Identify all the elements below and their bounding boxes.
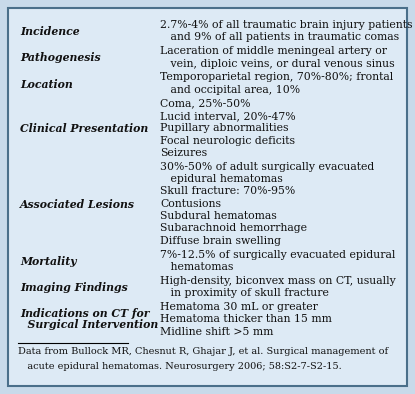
Text: in proximity of skull fracture: in proximity of skull fracture xyxy=(160,288,329,298)
Text: Indications on CT for
  Surgical Intervention: Indications on CT for Surgical Intervent… xyxy=(20,308,158,330)
Text: acute epidural hematomas. Neurosurgery 2006; 58:S2-7-S2-15.: acute epidural hematomas. Neurosurgery 2… xyxy=(18,362,342,371)
Text: Seizures: Seizures xyxy=(160,148,207,158)
Text: Pathogenesis: Pathogenesis xyxy=(20,52,100,63)
Text: 7%-12.5% of surgically evacuated epidural: 7%-12.5% of surgically evacuated epidura… xyxy=(160,249,395,260)
Text: Diffuse brain swelling: Diffuse brain swelling xyxy=(160,236,281,245)
Text: hematomas: hematomas xyxy=(160,262,233,272)
Text: Focal neurologic deficits: Focal neurologic deficits xyxy=(160,136,295,145)
Text: Hematoma thicker than 15 mm: Hematoma thicker than 15 mm xyxy=(160,314,332,324)
Text: High-density, biconvex mass on CT, usually: High-density, biconvex mass on CT, usual… xyxy=(160,276,396,286)
Text: Location: Location xyxy=(20,78,73,89)
Text: epidural hematomas: epidural hematomas xyxy=(160,174,283,184)
Text: Coma, 25%-50%: Coma, 25%-50% xyxy=(160,98,251,109)
FancyBboxPatch shape xyxy=(8,8,407,386)
Text: vein, diploic veins, or dural venous sinus: vein, diploic veins, or dural venous sin… xyxy=(160,59,395,69)
Text: Contusions: Contusions xyxy=(160,199,221,209)
Text: and occipital area, 10%: and occipital area, 10% xyxy=(160,85,300,95)
Text: Data from Bullock MR, Chesnut R, Ghajar J, et al. Surgical management of: Data from Bullock MR, Chesnut R, Ghajar … xyxy=(18,347,388,356)
Text: Pupillary abnormalities: Pupillary abnormalities xyxy=(160,123,288,133)
Text: and 9% of all patients in traumatic comas: and 9% of all patients in traumatic coma… xyxy=(160,32,399,42)
Text: Skull fracture: 70%-95%: Skull fracture: 70%-95% xyxy=(160,186,295,196)
Text: Imaging Findings: Imaging Findings xyxy=(20,282,128,293)
Text: Clinical Presentation: Clinical Presentation xyxy=(20,123,148,134)
Text: Subdural hematomas: Subdural hematomas xyxy=(160,211,277,221)
Text: Mortality: Mortality xyxy=(20,256,77,267)
Text: Subarachnoid hemorrhage: Subarachnoid hemorrhage xyxy=(160,223,307,233)
Text: 2.7%-4% of all traumatic brain injury patients: 2.7%-4% of all traumatic brain injury pa… xyxy=(160,20,413,30)
Text: Hematoma 30 mL or greater: Hematoma 30 mL or greater xyxy=(160,302,318,312)
Text: Laceration of middle meningeal artery or: Laceration of middle meningeal artery or xyxy=(160,46,387,56)
Text: 30%-50% of adult surgically evacuated: 30%-50% of adult surgically evacuated xyxy=(160,162,374,172)
Text: Lucid interval, 20%-47%: Lucid interval, 20%-47% xyxy=(160,111,295,121)
Text: Associated Lesions: Associated Lesions xyxy=(20,199,135,210)
Text: Midline shift >5 mm: Midline shift >5 mm xyxy=(160,327,273,336)
Text: Incidence: Incidence xyxy=(20,26,80,37)
Text: Temporoparietal region, 70%-80%; frontal: Temporoparietal region, 70%-80%; frontal xyxy=(160,72,393,82)
